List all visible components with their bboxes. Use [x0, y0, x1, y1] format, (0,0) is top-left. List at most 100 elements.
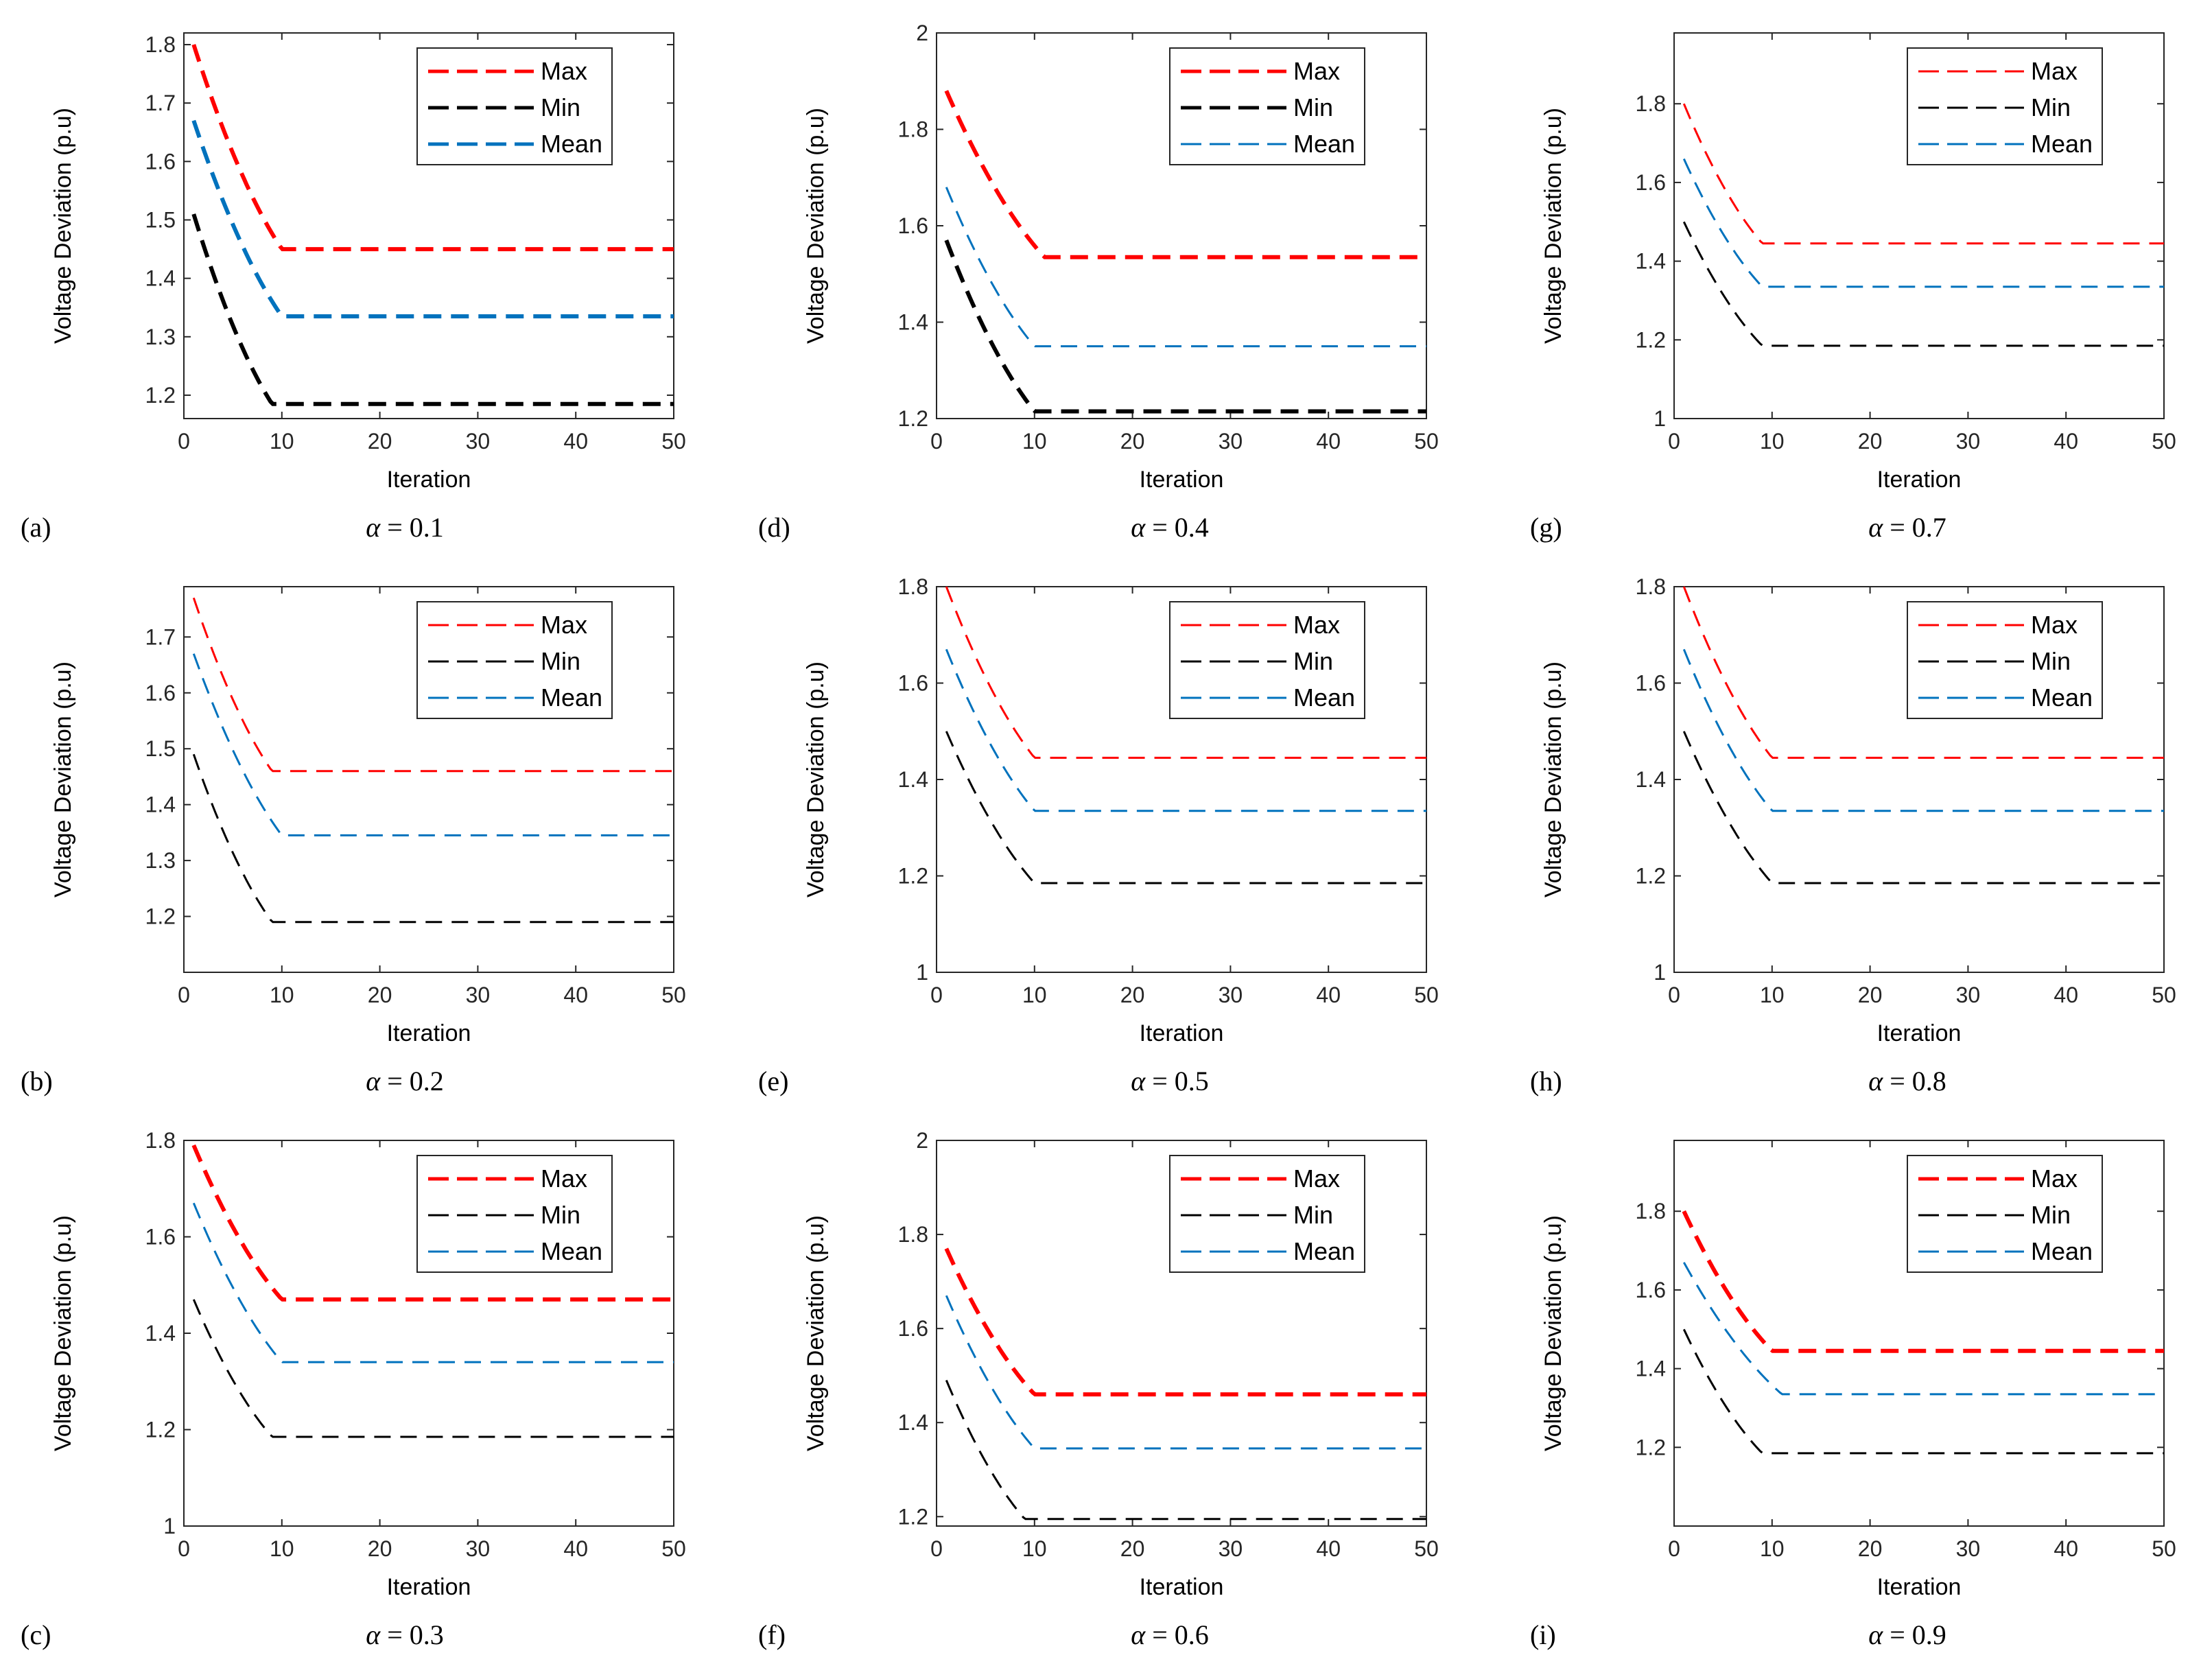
alpha-caption: α = 0.9: [1868, 1619, 1946, 1650]
series-line-mean: [191, 119, 674, 318]
series-line-mean: [945, 648, 1426, 812]
series-line-mean: [1682, 648, 2164, 812]
legend-box: [416, 601, 613, 719]
alpha-value: = 0.8: [1883, 1066, 1946, 1096]
series-line-mean: [192, 653, 674, 836]
y-tick-label: 1.2: [898, 864, 928, 889]
y-tick-label: 1.8: [1636, 1199, 1666, 1223]
x-tick-label: 20: [1120, 429, 1145, 454]
x-tick-label: 50: [2152, 1536, 2176, 1561]
alpha-value: = 0.1: [380, 512, 444, 543]
y-axis-label: Voltage Deviation (p.u): [50, 108, 76, 344]
series-line-max: [192, 597, 674, 773]
x-tick-label: 30: [1219, 429, 1243, 454]
y-tick-label: 1.6: [898, 671, 928, 696]
x-tick-label: 10: [1022, 1536, 1047, 1561]
y-tick-label: 1.6: [898, 213, 928, 238]
legend-entry-min: Min: [1293, 1201, 1333, 1229]
series-line-max: [944, 90, 1426, 259]
x-axis-label: Iteration: [1877, 1020, 1962, 1046]
legend-entry-max: Max: [2031, 611, 2078, 639]
x-tick-label: 50: [661, 983, 686, 1007]
legend-entry-mean: Mean: [1293, 130, 1355, 158]
series-line-mean: [1682, 1262, 2164, 1396]
x-axis-label: Iteration: [387, 467, 471, 493]
panel-label: (c): [21, 1619, 51, 1650]
x-tick-label: 0: [930, 1536, 943, 1561]
x-tick-label: 30: [1219, 1536, 1243, 1561]
x-tick-label: 40: [1316, 983, 1341, 1007]
legend-entry-max: Max: [541, 611, 587, 639]
y-axis-label: Voltage Deviation (p.u): [803, 661, 829, 898]
x-tick-label: 10: [270, 429, 294, 454]
y-tick-label: 1.2: [1636, 1435, 1666, 1459]
x-tick-label: 50: [1414, 1536, 1439, 1561]
y-tick-label: 1.4: [1636, 249, 1666, 274]
y-tick-label: 1.6: [1636, 1278, 1666, 1302]
y-tick-label: 1.7: [145, 91, 176, 115]
legend-entry-max: Max: [1293, 57, 1340, 85]
legend: Max Min Mean: [1169, 47, 1365, 165]
x-tick-label: 0: [930, 983, 943, 1007]
alpha-value: = 0.9: [1883, 1619, 1946, 1650]
alpha-symbol: α: [1131, 512, 1146, 543]
panel-label: (i): [1530, 1619, 1556, 1650]
legend: Max Min Mean: [1907, 601, 2103, 719]
series-line-min: [945, 1379, 1426, 1521]
chart-panel-g: 0 10 20 30 40 50 1 1.2 1.4 1.6 1.8 Iteration Voltage…: [1530, 32, 2176, 543]
legend-entry-min: Min: [541, 647, 580, 675]
x-tick-label: 10: [1022, 429, 1047, 454]
alpha-symbol: α: [366, 1066, 381, 1096]
x-tick-label: 30: [466, 1536, 491, 1561]
chart-panel-c: 0 10 20 30 40 50 1 1.2 1.4 1.6 1.8 Iteration Voltage…: [21, 1128, 686, 1650]
x-axis-label: Iteration: [387, 1574, 471, 1600]
x-tick-label: 10: [1022, 983, 1047, 1007]
chart-panel-b: 0 10 20 30 40 50 1.2 1.3 1.4 1.5 1.6 1.7 Iteration Vo…: [21, 586, 686, 1096]
y-tick-label: 1.8: [898, 1222, 928, 1247]
legend: Max Min Mean: [1169, 601, 1365, 719]
legend-entry-mean: Mean: [2031, 683, 2093, 712]
y-tick-label: 1.3: [145, 848, 176, 873]
alpha-value: = 0.5: [1145, 1066, 1209, 1096]
series-line-max: [1682, 586, 2164, 759]
y-tick-label: 1.2: [145, 383, 176, 408]
x-tick-label: 20: [368, 983, 392, 1007]
series-line-min: [192, 1299, 674, 1438]
x-tick-label: 30: [1219, 983, 1243, 1007]
legend: Max Min Mean: [1907, 1155, 2103, 1273]
x-tick-label: 20: [1858, 983, 1883, 1007]
x-tick-label: 50: [2152, 983, 2176, 1007]
series-line-min: [1682, 731, 2164, 884]
legend-entry-max: Max: [541, 57, 587, 85]
x-tick-label: 20: [1120, 983, 1145, 1007]
legend-entry-min: Min: [2031, 647, 2071, 675]
alpha-symbol: α: [1868, 1066, 1883, 1096]
y-tick-label: 1: [163, 1514, 176, 1538]
series-line-min: [944, 239, 1426, 414]
y-tick-label: 1.8: [1636, 91, 1666, 116]
legend-entry-mean: Mean: [1293, 683, 1355, 712]
x-axis-label: Iteration: [1140, 1020, 1224, 1046]
legend: Max Min Mean: [416, 1155, 613, 1273]
alpha-symbol: α: [1131, 1066, 1146, 1096]
y-tick-label: 2: [916, 1128, 928, 1153]
y-tick-label: 1.2: [1636, 327, 1666, 352]
alpha-caption: α = 0.4: [1131, 512, 1209, 543]
legend-entry-mean: Mean: [1293, 1237, 1355, 1265]
x-tick-label: 40: [1316, 1536, 1341, 1561]
x-tick-label: 40: [2054, 429, 2078, 454]
alpha-value: = 0.6: [1145, 1619, 1209, 1650]
y-tick-label: 1.4: [898, 767, 928, 792]
series-line-mean: [945, 1295, 1426, 1450]
legend-entry-max: Max: [541, 1164, 587, 1193]
x-tick-label: 0: [1668, 429, 1680, 454]
series-line-min: [945, 731, 1426, 884]
y-axis-label: Voltage Deviation (p.u): [50, 661, 76, 898]
x-tick-label: 10: [270, 983, 294, 1007]
legend-entry-mean: Mean: [541, 1237, 602, 1265]
y-tick-label: 1.6: [898, 1316, 928, 1341]
legend-entry-max: Max: [2031, 1164, 2078, 1193]
x-tick-label: 20: [1858, 429, 1883, 454]
chart-panel-f: 0 10 20 30 40 50 1.2 1.4 1.6 1.8 2 Iteration Voltage…: [758, 1128, 1439, 1650]
